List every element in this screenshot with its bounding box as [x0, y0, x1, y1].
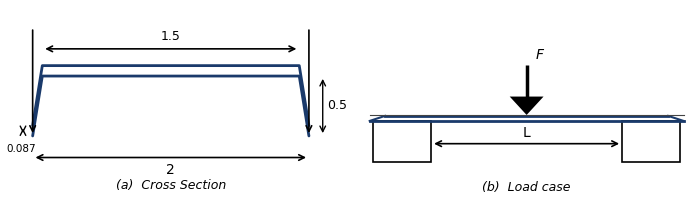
Text: F: F — [536, 48, 544, 62]
Bar — [373, 121, 431, 162]
Bar — [622, 121, 680, 162]
Text: 2: 2 — [167, 164, 175, 178]
Text: L: L — [523, 126, 531, 140]
Text: 0.087: 0.087 — [7, 144, 36, 154]
Polygon shape — [510, 97, 543, 115]
Text: (a)  Cross Section: (a) Cross Section — [116, 179, 226, 192]
Text: (b)  Load case: (b) Load case — [482, 180, 571, 194]
Text: 1.5: 1.5 — [161, 30, 181, 43]
Text: 0.5: 0.5 — [327, 99, 347, 112]
